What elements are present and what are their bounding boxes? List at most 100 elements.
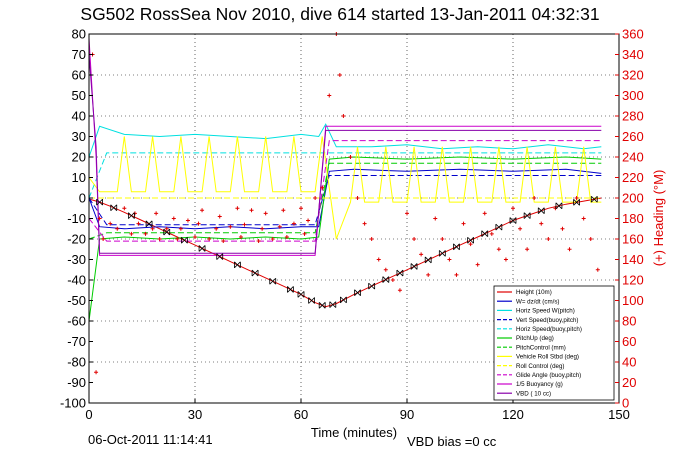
heading-point-36 — [281, 208, 286, 213]
y-left-tick-label-3: 50 — [72, 88, 86, 103]
dive-marker-20 — [396, 269, 404, 277]
x-tick-label-3: 90 — [400, 407, 414, 422]
heading-point-53 — [383, 267, 388, 272]
heading-point-5 — [115, 226, 120, 231]
dive-marker-2 — [128, 212, 135, 219]
y-right-tick-label-17: 20 — [622, 375, 636, 390]
dive-marker-10 — [269, 277, 277, 285]
y-left-tick-label-14: -60 — [67, 314, 86, 329]
x-tick-label-0: 0 — [85, 407, 92, 422]
heading-point-61 — [440, 237, 445, 241]
x-tick-label-1: 30 — [188, 407, 202, 422]
heading-point-28 — [238, 234, 243, 239]
heading-point-2 — [97, 216, 102, 221]
series-line-11 — [88, 54, 602, 254]
dive-marker-8 — [234, 261, 241, 269]
legend-label-1: W= dz/dt (cm/s) — [516, 298, 560, 305]
footer-vbd-bias: VBD bias =0 cc — [407, 434, 497, 449]
heading-point-59 — [426, 272, 431, 277]
x-tick-label-2: 60 — [294, 407, 308, 422]
heading-point-39 — [299, 206, 303, 211]
heading-point-65 — [468, 242, 473, 247]
dive-marker-16 — [340, 296, 347, 304]
heading-point-12 — [154, 211, 159, 216]
y-right-tick-label-11: 140 — [622, 252, 644, 267]
heading-point-66 — [475, 262, 480, 267]
dive-marker-27 — [495, 223, 503, 231]
heading-point-63 — [454, 272, 459, 277]
y-right-tick-label-6: 240 — [622, 150, 644, 165]
heading-point-7 — [129, 231, 134, 236]
heading-point-83 — [595, 267, 600, 272]
heading-point-47 — [341, 114, 346, 118]
heading-point-29 — [242, 222, 247, 227]
heading-point-10 — [143, 231, 148, 236]
dive-marker-18 — [368, 282, 376, 290]
heading-point-18 — [185, 218, 190, 223]
heading-point-27 — [235, 206, 240, 211]
y-left-tick-label-11: -30 — [67, 252, 86, 267]
legend-label-9: Glide Angle (buoy,pitch) — [516, 372, 581, 379]
y-right-tick-label-3: 300 — [622, 88, 644, 103]
heading-point-33 — [263, 211, 268, 216]
dive-marker-15 — [329, 301, 337, 308]
heading-point-1 — [94, 370, 99, 375]
dive-marker-0 — [96, 198, 103, 206]
y-right-tick-label-10: 160 — [622, 232, 644, 247]
dive-marker-29 — [523, 212, 531, 219]
heading-point-43 — [320, 185, 325, 190]
heading-point-68 — [489, 231, 494, 236]
right-y-axis-label: (+) Heading (°M) — [651, 170, 666, 267]
legend-label-8: Roll Control (deg) — [516, 363, 565, 370]
heading-point-20 — [196, 221, 201, 226]
dive-marker-19 — [382, 276, 390, 283]
y-left-tick-label-16: -80 — [67, 355, 86, 370]
heading-point-58 — [419, 252, 424, 257]
dive-marker-30 — [537, 207, 545, 214]
footer-date: 06-Oct-2011 11:14:41 — [88, 432, 213, 447]
y-left-tick-label-0: 80 — [72, 27, 86, 42]
x-tick-label-5: 150 — [608, 407, 630, 422]
heading-point-41 — [306, 218, 311, 223]
y-right-tick-label-16: 40 — [622, 355, 636, 370]
x-axis-label: Time (minutes) — [311, 425, 397, 440]
heading-point-44 — [327, 93, 332, 98]
heading-point-11 — [150, 226, 155, 231]
heading-point-32 — [260, 226, 265, 231]
heading-point-82 — [588, 237, 593, 241]
heading-point-55 — [397, 288, 402, 293]
heading-point-19 — [193, 234, 197, 239]
series-line-3 — [88, 175, 602, 226]
dive-marker-12 — [297, 291, 305, 298]
dive-marker-5 — [181, 236, 188, 244]
y-left-tick-label-1: 70 — [72, 47, 86, 62]
heading-point-57 — [412, 237, 417, 241]
heading-point-72 — [518, 226, 523, 231]
y-right-tick-label-0: 360 — [622, 27, 644, 42]
heading-point-21 — [200, 208, 205, 213]
heading-point-52 — [376, 257, 381, 262]
heading-point-75 — [539, 221, 544, 226]
series-line-6 — [88, 162, 602, 240]
heading-point-24 — [217, 214, 222, 219]
heading-point-17 — [178, 226, 183, 231]
y-left-tick-label-18: -100 — [60, 396, 86, 411]
y-right-tick-label-2: 320 — [622, 68, 644, 83]
y-right-tick-label-9: 180 — [622, 211, 644, 226]
dive-marker-23 — [438, 250, 446, 257]
heading-point-37 — [284, 234, 289, 239]
heading-point-9 — [136, 221, 141, 226]
y-left-tick-label-10: -20 — [67, 232, 86, 247]
series-line-4 — [88, 152, 602, 199]
dive-marker-24 — [453, 243, 460, 251]
heading-point-3 — [101, 237, 106, 241]
y-left-tick-label-13: -50 — [67, 293, 86, 308]
dive-marker-32 — [573, 199, 580, 206]
y-left-tick-label-5: 30 — [72, 129, 86, 144]
dive-marker-17 — [354, 289, 361, 296]
dive-marker-25 — [467, 236, 474, 244]
heading-point-46 — [337, 73, 342, 77]
chart-title: SG502 RossSea Nov 2010, dive 614 started… — [80, 4, 599, 24]
legend-label-10: 1/5 Buoyancy (g) — [516, 381, 563, 388]
